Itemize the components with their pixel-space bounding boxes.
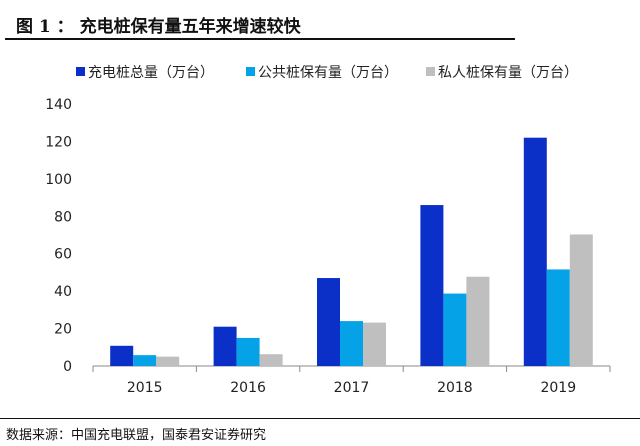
x-tick-label: 2017: [334, 380, 370, 396]
y-tick-label: 20: [54, 322, 72, 338]
bar-2017-1: [340, 321, 363, 366]
legend-label: 私人桩保有量（万台）: [438, 64, 578, 81]
bar-2019-0: [523, 137, 547, 366]
source-divider: [0, 418, 640, 419]
x-tick-label: 2018: [437, 380, 473, 396]
bar-2018-0: [420, 205, 444, 366]
y-tick-label: 140: [45, 97, 72, 113]
legend-swatch: [76, 67, 85, 76]
bar-2019-1: [546, 269, 570, 366]
bar-2017-0: [317, 278, 340, 366]
y-tick-label: 100: [45, 172, 72, 188]
y-tick-label: 120: [45, 134, 72, 150]
x-tick-label: 2016: [230, 380, 266, 396]
bar-2018-2: [466, 276, 490, 366]
bar-2015-2: [156, 356, 180, 366]
bar-2015-0: [110, 345, 134, 366]
y-tick-label: 80: [54, 209, 72, 225]
y-tick-label: 60: [54, 247, 72, 263]
source-note: 数据来源：中国充电联盟，国泰君安证券研究: [6, 428, 267, 443]
y-tick-label: 0: [63, 359, 72, 375]
bar-2016-1: [236, 337, 260, 366]
legend-label: 充电桩总量（万台）: [88, 64, 214, 81]
legend-swatch: [426, 67, 435, 76]
x-tick-label: 2015: [127, 380, 163, 396]
x-tick-label: 2019: [540, 380, 576, 396]
title-divider: [5, 38, 515, 40]
bar-2016-0: [213, 326, 237, 366]
bar-2019-2: [569, 234, 593, 366]
bar-2017-2: [363, 322, 386, 366]
legend-swatch: [246, 67, 255, 76]
bar-2016-2: [259, 354, 283, 366]
y-tick-label: 40: [54, 284, 72, 300]
figure-title: 图 1 ： 充电桩保有量五年来增速较快: [16, 17, 301, 37]
legend-label: 公共桩保有量（万台）: [258, 64, 398, 81]
bar-2015-1: [133, 355, 157, 366]
bar-2018-1: [443, 293, 467, 366]
